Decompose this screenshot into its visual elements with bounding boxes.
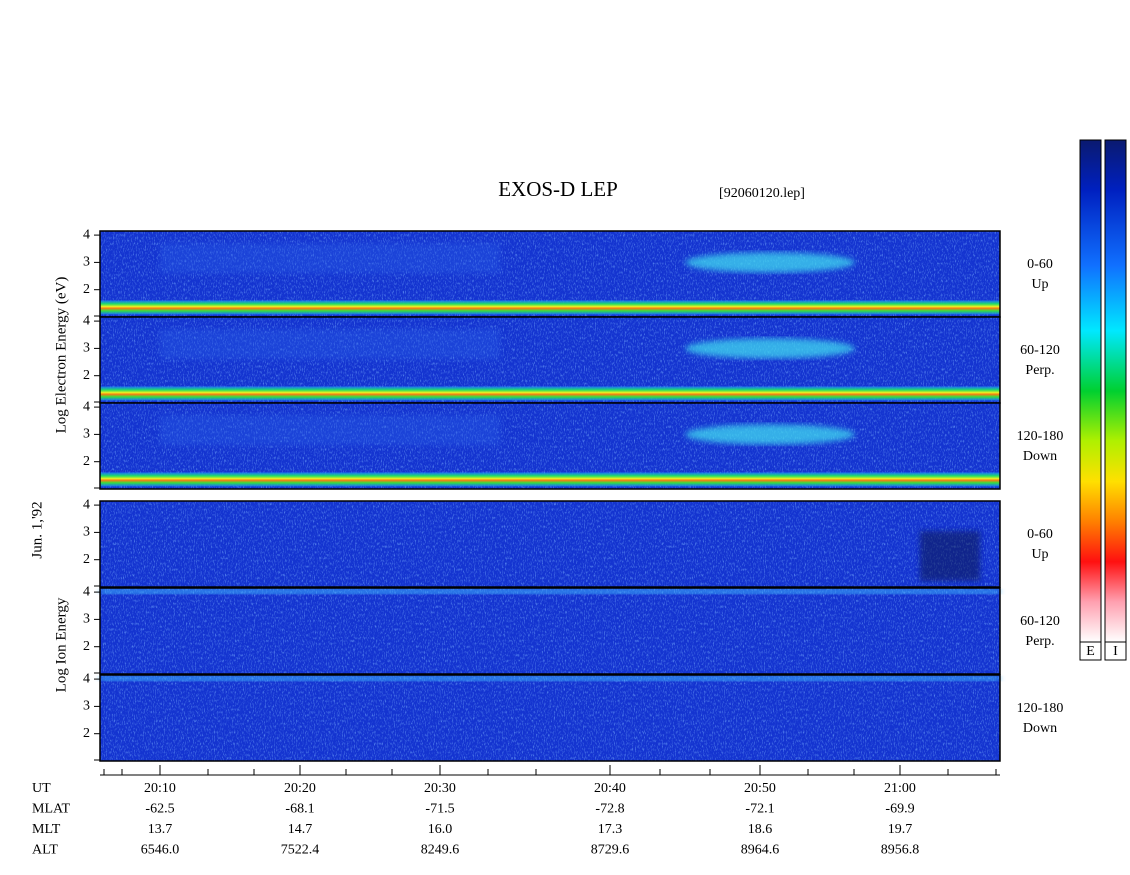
y-tick-label: 2 — [83, 282, 90, 297]
axis-value: 8729.6 — [591, 843, 630, 858]
arc-feature — [685, 252, 855, 273]
row-label: UT — [32, 781, 51, 796]
arc-feature — [685, 424, 855, 445]
axis-value: -69.9 — [885, 802, 914, 817]
y-label-electron: Log Electron Energy (eV) — [53, 277, 69, 434]
row-label: MLT — [32, 822, 61, 837]
colorbar-label-box — [1079, 641, 1102, 661]
y-tick-label: 4 — [83, 584, 90, 599]
axis-value: -72.1 — [745, 802, 774, 817]
panel-frame — [99, 587, 1001, 675]
cloud — [160, 415, 500, 446]
axis-value: 8956.8 — [881, 843, 920, 858]
panel-label: Perp. — [1025, 363, 1054, 378]
panel-label: 120-180 — [1017, 429, 1064, 444]
axis-value: -62.5 — [145, 802, 174, 817]
axis-value: 18.6 — [748, 822, 773, 837]
y-tick-label: 4 — [83, 671, 90, 686]
file-name: [92060120.lep] — [719, 186, 805, 201]
panel-label: 60-120 — [1020, 343, 1060, 358]
axis-value: -72.8 — [595, 802, 624, 817]
cloud — [160, 243, 500, 274]
colorbar — [1079, 139, 1102, 643]
energy-band — [100, 472, 1000, 487]
colorbar-label-box — [1104, 641, 1127, 661]
axis-value: 13.7 — [148, 822, 173, 837]
y-tick-label: 4 — [83, 227, 90, 242]
y-tick-label: 2 — [83, 454, 90, 469]
axis-value: 19.7 — [888, 822, 913, 837]
y-tick-label: 4 — [83, 399, 90, 414]
arc-feature — [685, 338, 855, 359]
panel-label: 120-180 — [1017, 701, 1064, 716]
panel-label: Perp. — [1025, 634, 1054, 649]
panel-label: 0-60 — [1027, 527, 1053, 542]
panel-label: Up — [1031, 547, 1048, 562]
panel-label: 0-60 — [1027, 257, 1053, 272]
title: EXOS-D LEP — [498, 177, 618, 201]
y-tick-label: 3 — [83, 612, 90, 627]
panel-frame — [99, 500, 1001, 588]
axis-value: 16.0 — [428, 822, 453, 837]
axis-value: 21:00 — [884, 781, 916, 796]
y-tick-label: 3 — [83, 255, 90, 270]
axis-value: 8249.6 — [421, 843, 460, 858]
axis-value: 20:10 — [144, 781, 176, 796]
panel-label: 60-120 — [1020, 614, 1060, 629]
y-label-ion: Log Ion Energy — [53, 597, 69, 692]
y-tick-label: 2 — [83, 368, 90, 383]
panel-label: Down — [1023, 721, 1057, 736]
top-line — [100, 589, 1000, 594]
y-tick-label: 2 — [83, 726, 90, 741]
row-label: ALT — [32, 843, 58, 858]
spectrogram-noise — [100, 501, 1000, 587]
axis-value: 6546.0 — [141, 843, 180, 858]
y-tick-label: 3 — [83, 525, 90, 540]
colorbar — [1104, 139, 1127, 643]
colorbar-label: I — [1113, 644, 1118, 659]
axis-value: 14.7 — [288, 822, 313, 837]
row-label: MLAT — [32, 802, 71, 817]
y-tick-label: 3 — [83, 699, 90, 714]
axis-value: -68.1 — [285, 802, 314, 817]
y-tick-label: 3 — [83, 341, 90, 356]
y-tick-label: 2 — [83, 639, 90, 654]
energy-band — [100, 300, 1000, 315]
energy-band — [100, 386, 1000, 401]
y-tick-label: 4 — [83, 497, 90, 512]
colorbar-label: E — [1086, 644, 1095, 659]
date-label: Jun. 1,'92 — [29, 501, 45, 558]
cloud — [160, 329, 500, 360]
spectrogram-noise — [100, 588, 1000, 674]
axis-value: 20:20 — [284, 781, 316, 796]
y-tick-label: 3 — [83, 427, 90, 442]
panel-label: Up — [1031, 277, 1048, 292]
spectrogram-noise — [100, 675, 1000, 761]
axis-value: 8964.6 — [741, 843, 780, 858]
panel-label: Down — [1023, 449, 1057, 464]
y-tick-label: 2 — [83, 552, 90, 567]
y-tick-label: 4 — [83, 313, 90, 328]
panel-frame — [99, 674, 1001, 762]
axis-value: 7522.4 — [281, 843, 320, 858]
axis-value: 20:30 — [424, 781, 456, 796]
axis-value: -71.5 — [425, 802, 454, 817]
axis-value: 17.3 — [598, 822, 623, 837]
axis-value: 20:50 — [744, 781, 776, 796]
panel-frame — [99, 402, 1001, 490]
top-line — [100, 676, 1000, 681]
dark-patch — [920, 531, 980, 581]
axis-value: 20:40 — [594, 781, 626, 796]
